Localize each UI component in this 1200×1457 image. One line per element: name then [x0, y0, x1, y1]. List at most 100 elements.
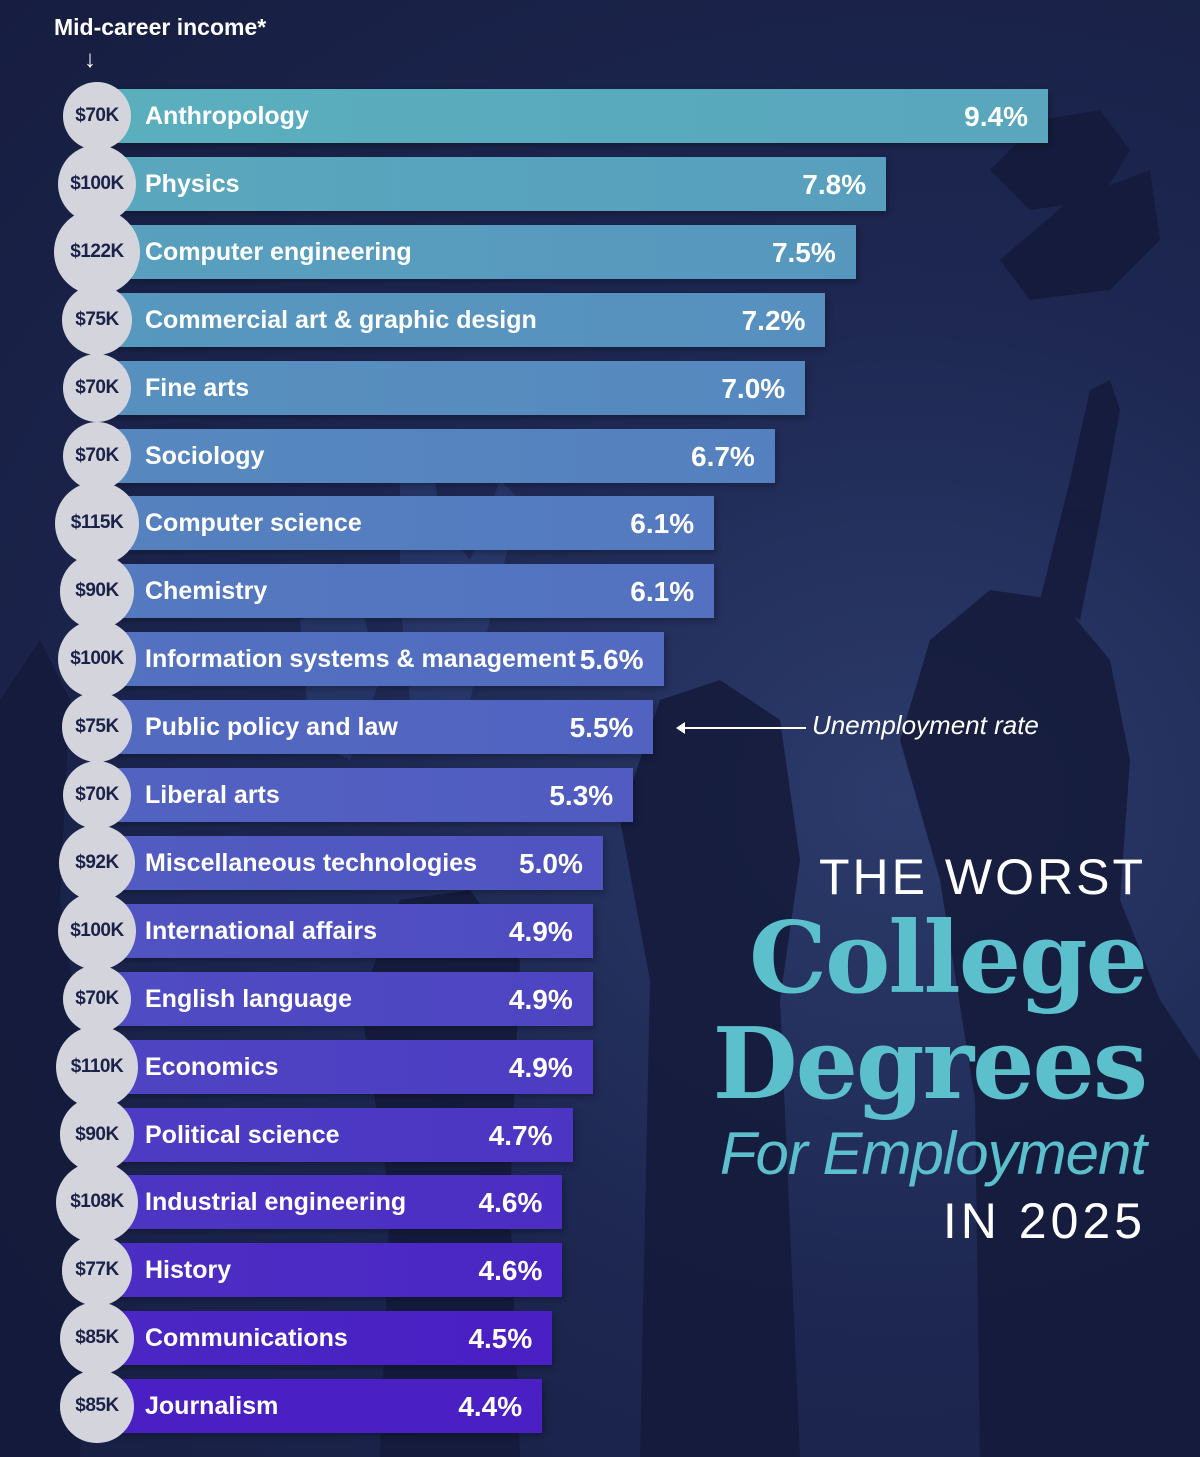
income-circle: $70K: [63, 421, 131, 490]
category-label: Fine arts: [145, 373, 250, 402]
bar: [97, 903, 593, 958]
category-label: Sociology: [145, 441, 265, 470]
rate-label: 7.0%: [721, 372, 786, 404]
bar-row: Miscellaneous technologies 5.0% $92K: [0, 825, 1200, 901]
bar: [97, 292, 826, 347]
income-circle: $110K: [56, 1025, 138, 1108]
income-circle: $90K: [59, 553, 135, 629]
rate-label: 6.7%: [691, 440, 755, 472]
left-arrow-icon: [676, 722, 685, 734]
rate-label: 4.7%: [488, 1119, 553, 1151]
category-label: Economics: [145, 1052, 279, 1081]
bar-row: Communications 4.5% $85K: [0, 1301, 1200, 1375]
bar-row: Sociology 6.7% $70K: [0, 421, 1200, 490]
income-circle: $90K: [59, 1097, 135, 1172]
category-label: Communications: [145, 1324, 348, 1353]
bar-row: History 4.6% $77K: [0, 1235, 1200, 1306]
rate-label: 4.9%: [508, 915, 573, 947]
bar-row: Information systems & management 5.6% $100…: [0, 620, 1200, 699]
income-circle: $75K: [62, 284, 132, 355]
income-circle: $108K: [56, 1161, 138, 1243]
income-circle: $100K: [57, 620, 137, 699]
bar-row: International affairs 4.9% $100K: [0, 891, 1200, 970]
bar-row: Chemistry 6.1% $90K: [0, 553, 1200, 629]
bar-row: Fine arts 7.0% $70K: [0, 353, 1200, 422]
rate-label: 4.9%: [508, 983, 573, 1015]
rate-label: 4.6%: [478, 1255, 543, 1287]
title-degrees: Degrees: [712, 1007, 1148, 1122]
rate-label: 9.4%: [964, 101, 1028, 132]
bar-row: Public policy and law 5.5% $75K: [0, 692, 1200, 762]
bar: [97, 700, 654, 755]
category-label: Anthropology: [145, 102, 309, 130]
title-the-worst: THE WORST: [819, 849, 1146, 905]
bar-row: Anthropology 9.4% $70K: [0, 82, 1200, 150]
bar-row: Political science 4.7% $90K: [0, 1097, 1200, 1172]
income-circle: $75K: [62, 692, 132, 762]
bar: [97, 1175, 563, 1230]
category-label: Political science: [145, 1120, 340, 1149]
bar: [97, 564, 715, 619]
annotation-line: [682, 727, 806, 729]
income-circle: $85K: [60, 1369, 134, 1443]
bar: [97, 632, 664, 687]
bar: [97, 1243, 563, 1298]
rate-label: 6.1%: [630, 508, 695, 540]
income-circle: $70K: [63, 82, 131, 150]
income-circle: $77K: [61, 1235, 133, 1306]
bar: [97, 768, 634, 822]
category-label: Physics: [145, 169, 240, 198]
category-label: Information systems & management: [145, 645, 576, 674]
category-label: Miscellaneous technologies: [145, 848, 478, 877]
bar-row: Computer science 6.1% $115K: [0, 481, 1200, 566]
bar: [97, 360, 806, 415]
bar: [97, 971, 593, 1026]
bar-row: Computer engineering 7.5% $122K: [0, 208, 1200, 295]
category-label: English language: [145, 984, 352, 1013]
bar-row: English language 4.9% $70K: [0, 964, 1200, 1033]
bar: [97, 496, 715, 551]
title-block: THE WORST College Degrees For Employment…: [606, 848, 1148, 1252]
rate-label: 4.5%: [468, 1323, 533, 1355]
bar: [97, 835, 603, 890]
rate-label: 4.4%: [458, 1391, 523, 1423]
bar-row: Physics 7.8% $100K: [0, 144, 1200, 224]
rate-label: 7.8%: [802, 168, 867, 200]
bar: [97, 1039, 593, 1094]
rate-label: 7.2%: [741, 304, 806, 336]
income-circle: $70K: [63, 964, 131, 1033]
bar-row: Industrial engineering 4.6% $108K: [0, 1161, 1200, 1243]
category-label: Industrial engineering: [145, 1188, 407, 1217]
rate-label: 7.5%: [771, 236, 836, 268]
income-circle: $70K: [63, 353, 131, 422]
annotation-text: Unemployment rate: [812, 710, 1039, 740]
rate-label: 6.1%: [630, 576, 695, 608]
income-circle: $100K: [57, 891, 137, 970]
bar-row: Liberal arts 5.3% $70K: [0, 761, 1200, 829]
rate-label: 5.0%: [519, 847, 583, 879]
category-label: Journalism: [145, 1392, 279, 1421]
bar: [97, 1379, 543, 1434]
category-label: Liberal arts: [145, 781, 280, 809]
category-label: Computer engineering: [145, 237, 412, 266]
down-arrow-icon: ↓: [84, 46, 96, 73]
rate-label: 5.5%: [569, 712, 634, 744]
bar: [97, 428, 775, 483]
category-label: Computer science: [145, 509, 362, 538]
rate-label: 5.6%: [579, 644, 644, 676]
title-college: College: [748, 901, 1148, 1016]
rate-label: 4.6%: [478, 1187, 543, 1219]
category-label: International affairs: [145, 916, 377, 945]
bar: [97, 1311, 553, 1366]
income-circle: $115K: [55, 481, 139, 566]
income-axis-label: Mid-career income*: [54, 14, 267, 40]
bar-row: Commercial art & graphic design 7.2% $75K: [0, 284, 1200, 355]
bar: [97, 89, 1048, 143]
title-for-employment: For Employment: [719, 1120, 1147, 1187]
category-label: Commercial art & graphic design: [145, 305, 537, 334]
bar-row: Journalism 4.4% $85K: [0, 1369, 1200, 1443]
category-label: History: [145, 1256, 232, 1285]
bar: [97, 1107, 573, 1162]
bar: [97, 156, 887, 211]
